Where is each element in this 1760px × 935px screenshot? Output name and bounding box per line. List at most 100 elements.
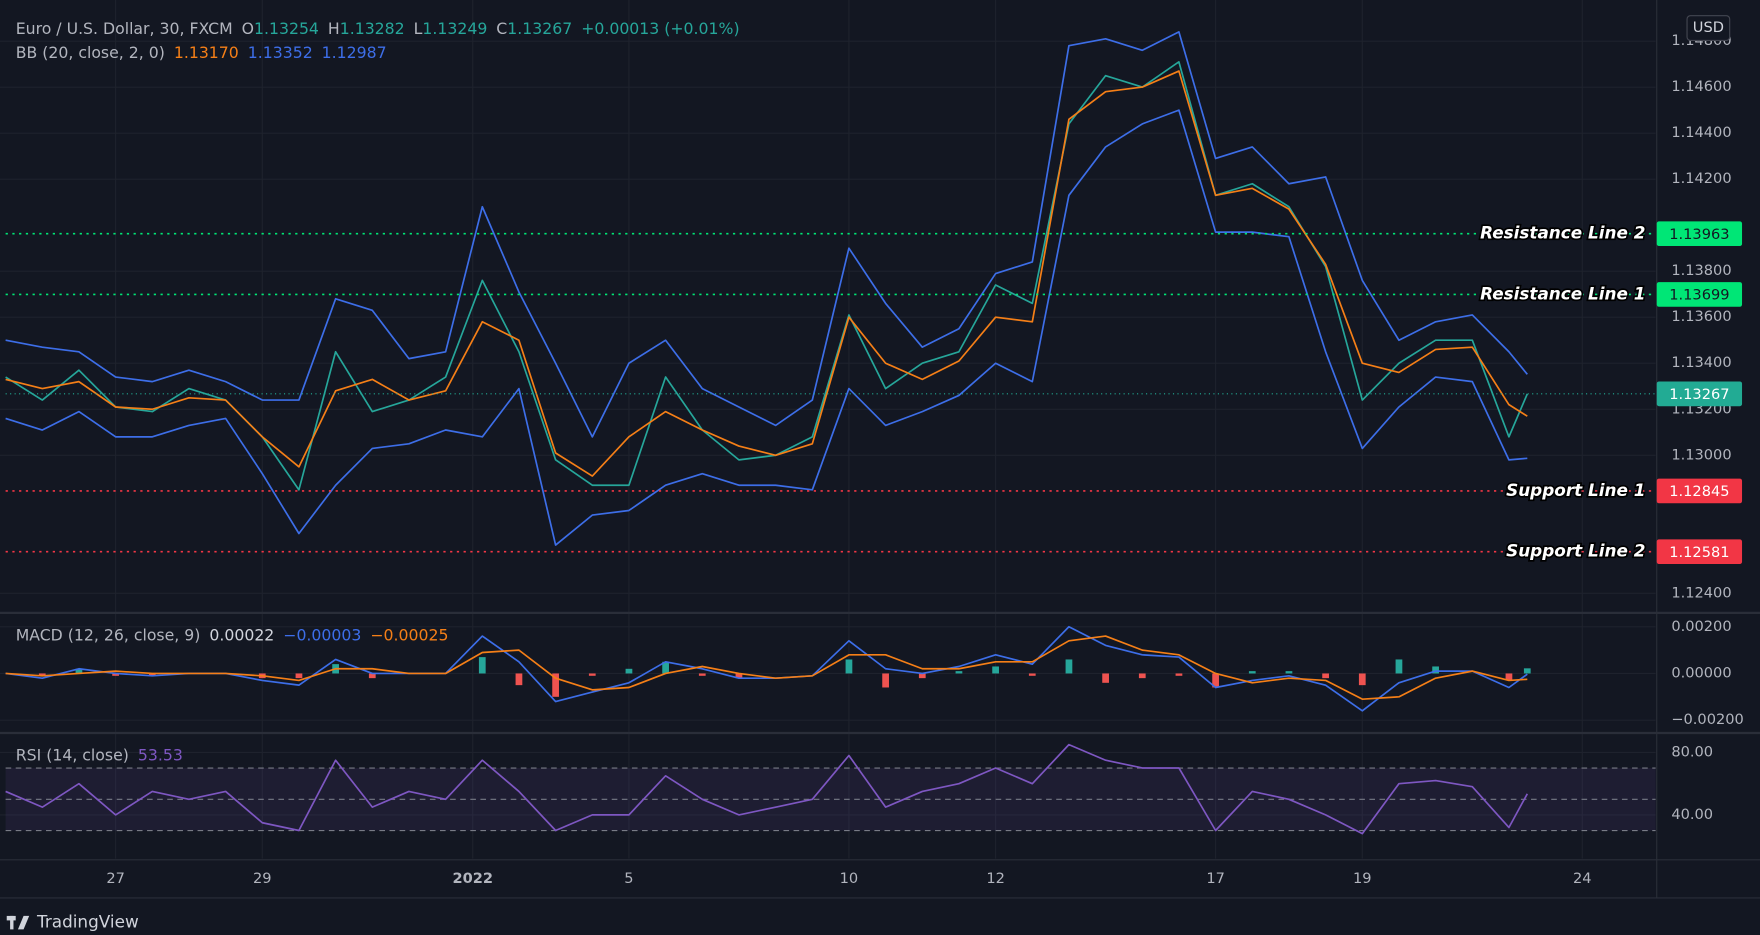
histogram-bar [735,673,743,679]
grid [0,0,1656,859]
ohlc-value: 1.13267 [507,19,572,38]
y-tick-label: 1.13800 [1671,262,1731,279]
series-line [5,109,1528,546]
x-tick-label: 27 [106,870,125,887]
price-badge [1656,478,1743,504]
y-tick-label: 1.13600 [1671,308,1731,325]
y-tick-label: 0.00200 [1671,618,1731,635]
brand-logo [6,915,30,930]
histogram-bar [478,657,486,674]
ohlc-key: C [496,19,507,38]
price-badge [1656,282,1743,307]
series-line [5,70,1528,477]
ohlc-value: 1.13282 [340,19,405,38]
histogram-bar [1138,673,1146,679]
histogram-bar [112,673,119,676]
histogram-bar [1028,673,1036,676]
histogram-bar [1523,668,1531,674]
indicator-value: −0.00003 [283,625,361,644]
indicator-value: 1.13352 [248,42,313,61]
brand: TradingView [36,912,139,932]
price-badge [1656,221,1743,247]
indicator-value: 1.13170 [174,42,239,61]
histogram-bar [955,671,963,674]
histogram-bar [1432,666,1439,674]
price-badge-label: 1.13699 [1669,287,1729,304]
y-tick-label: 1.13400 [1671,354,1731,371]
ohlc-key: O [242,19,254,38]
histogram-bar [918,673,926,679]
price-badge-label: 1.12581 [1669,544,1729,561]
ohlc-value: 1.13249 [422,19,487,38]
histogram-bar [1102,673,1109,683]
x-tick-label: 5 [624,870,633,887]
price-badge [1656,539,1743,565]
histogram-bar [295,673,303,679]
histogram-bar [148,673,156,676]
histogram-bar [1322,673,1329,679]
histogram-bar [515,673,523,686]
histogram-bar [1212,673,1219,688]
price-badge-label: 1.13963 [1669,226,1729,243]
y-tick-label: 0.00000 [1671,664,1731,681]
legend: RSI (14, close) 53.53 [16,745,183,764]
y-tick-label: 1.14200 [1671,170,1731,187]
histogram-bar [1285,671,1293,674]
histogram-bar [992,666,999,674]
histogram-bar [588,673,596,676]
histogram-bar [552,673,559,697]
histogram-bar [368,673,376,679]
level-name: Resistance Line 2 [1480,223,1645,243]
x-tick-label: 19 [1353,870,1372,887]
histogram-bar [1395,659,1403,674]
histogram-bar [845,659,853,674]
x-tick-label: 24 [1573,870,1592,887]
indicator-value: 1.12987 [322,42,387,61]
histogram-bar [1358,673,1366,686]
price-badge-label: 1.12845 [1669,483,1729,500]
histogram-bar [882,673,889,688]
y-tick-label: 1.14400 [1671,124,1731,141]
level-name: Resistance Line 1 [1480,283,1645,303]
level-name: Support Line 2 [1506,541,1645,561]
histogram-bar [662,661,669,674]
indicator-value: 53.53 [138,745,183,764]
logo-part [10,915,14,930]
ohlc-key: L [414,19,423,38]
histogram-bar [625,668,633,674]
legend-title: MACD (12, 26, close, 9) [16,625,201,644]
ohlc-value: 1.13254 [254,19,319,38]
legend-title: Euro / U.S. Dollar, 30, FXCM [16,19,233,38]
y-tick-label: 40.00 [1671,806,1713,823]
level-name: Support Line 1 [1506,480,1645,500]
y-tick-label: 1.12400 [1671,584,1731,601]
price-badge [1656,381,1743,407]
x-tick-label: 2022 [452,870,493,887]
logo-part [17,915,30,930]
currency-box [1686,15,1731,41]
x-tick-label: 12 [986,870,1005,887]
histogram-bar [38,673,46,676]
legend-title: RSI (14, close) [16,745,129,764]
ohlc-key: H [328,19,340,38]
series-line [5,635,1528,701]
indicator-value: −0.00025 [370,625,448,644]
y-tick-label: 80.00 [1671,743,1713,760]
x-tick-label: 17 [1206,870,1225,887]
legend: Euro / U.S. Dollar, 30, FXCM O1.13254 H1.1… [16,19,740,38]
series-line [5,31,1528,438]
currency: USD [1693,19,1724,36]
change: +0.00013 (+0.01%) [581,19,739,38]
indicator-legend: BB (20, close, 2, 0) 1.13170 1.13352 1.1298… [16,42,387,61]
y-tick-label: 1.13000 [1671,446,1731,463]
y-tick-label: 1.14600 [1671,78,1731,95]
x-tick-label: 29 [253,870,272,887]
series-line [5,743,1529,835]
histogram-bar [698,673,706,676]
histogram-bar [1505,673,1513,681]
x-tick-label: 10 [840,870,859,887]
histogram-bar [1248,671,1256,674]
